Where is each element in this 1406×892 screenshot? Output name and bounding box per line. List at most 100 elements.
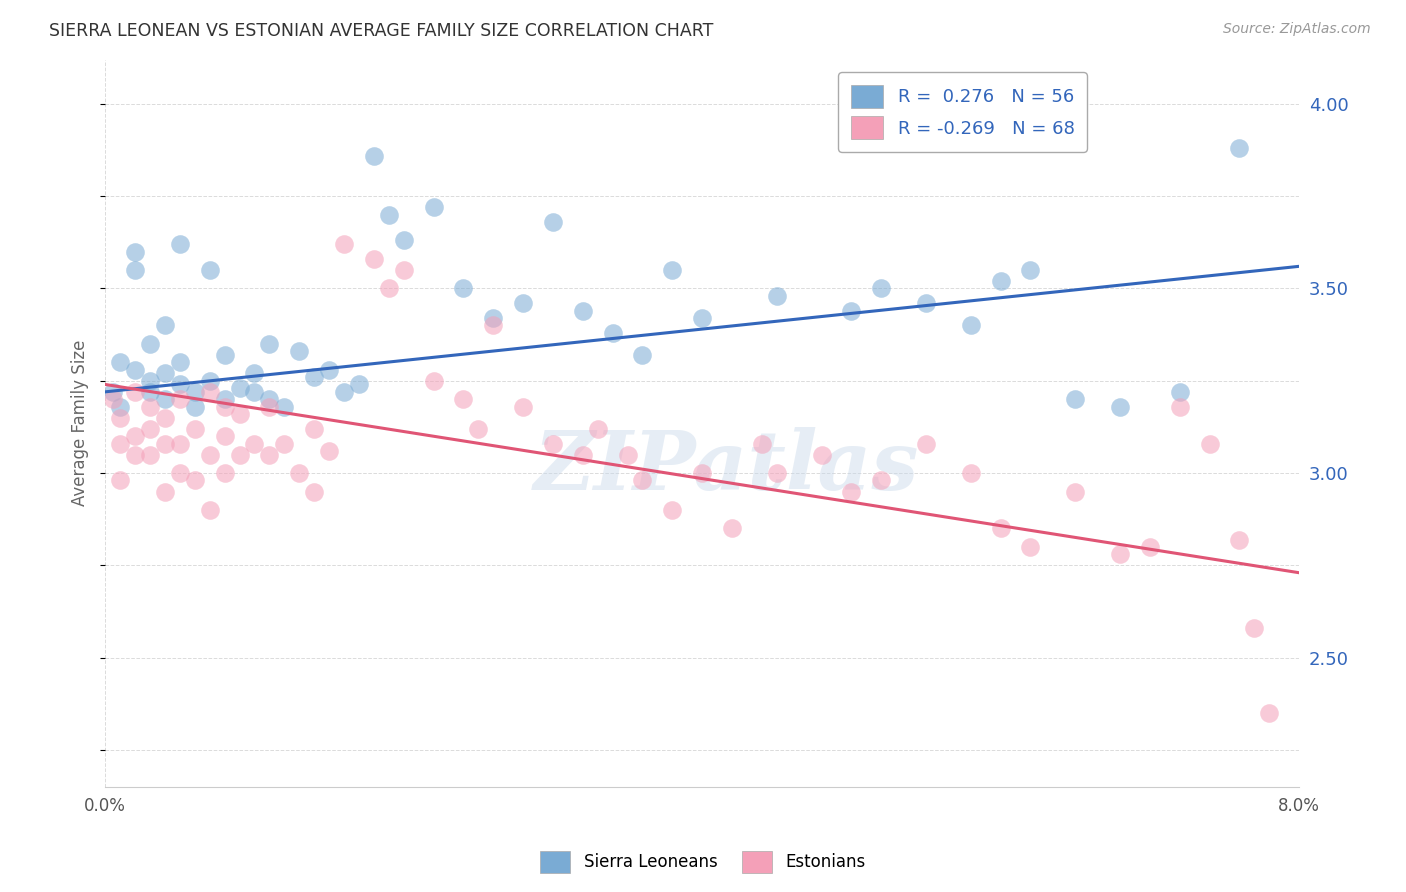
Point xyxy=(1229,533,1251,547)
Point xyxy=(616,448,638,462)
Point xyxy=(378,281,401,295)
Point xyxy=(915,296,938,310)
Point xyxy=(453,392,475,407)
Point xyxy=(915,436,938,450)
Point xyxy=(108,355,131,369)
Point xyxy=(586,422,609,436)
Point xyxy=(124,263,146,277)
Point xyxy=(243,367,266,381)
Point xyxy=(108,436,131,450)
Point xyxy=(571,448,593,462)
Point xyxy=(959,466,981,480)
Point xyxy=(631,348,654,362)
Point xyxy=(841,303,863,318)
Point xyxy=(243,436,266,450)
Point xyxy=(228,448,250,462)
Point xyxy=(259,400,281,414)
Point xyxy=(124,362,146,376)
Point xyxy=(482,311,505,326)
Point xyxy=(765,289,787,303)
Point xyxy=(214,348,236,362)
Point xyxy=(392,234,415,248)
Point xyxy=(214,429,236,443)
Point xyxy=(765,466,787,480)
Point xyxy=(259,336,281,351)
Point xyxy=(184,384,207,399)
Point xyxy=(169,392,191,407)
Point xyxy=(153,410,176,425)
Point xyxy=(153,367,176,381)
Point xyxy=(184,422,207,436)
Point xyxy=(1064,484,1087,499)
Point xyxy=(139,448,162,462)
Point xyxy=(108,400,131,414)
Point xyxy=(333,384,356,399)
Point xyxy=(169,436,191,450)
Point xyxy=(1064,392,1087,407)
Point xyxy=(198,263,221,277)
Point xyxy=(228,381,250,395)
Point xyxy=(214,400,236,414)
Point xyxy=(214,466,236,480)
Point xyxy=(139,336,162,351)
Point xyxy=(124,448,146,462)
Point xyxy=(139,422,162,436)
Point xyxy=(990,274,1012,288)
Point xyxy=(870,281,893,295)
Point xyxy=(184,474,207,488)
Y-axis label: Average Family Size: Average Family Size xyxy=(72,340,89,507)
Point xyxy=(661,263,683,277)
Legend: R =  0.276   N = 56, R = -0.269   N = 68: R = 0.276 N = 56, R = -0.269 N = 68 xyxy=(838,72,1087,152)
Point xyxy=(1168,400,1191,414)
Point xyxy=(422,200,444,214)
Point xyxy=(1168,384,1191,399)
Point xyxy=(1229,141,1251,155)
Point xyxy=(363,148,385,162)
Point xyxy=(302,484,325,499)
Point xyxy=(153,318,176,333)
Point xyxy=(363,252,385,266)
Point xyxy=(101,384,124,399)
Point xyxy=(690,466,713,480)
Point xyxy=(214,392,236,407)
Point xyxy=(1109,547,1132,561)
Point xyxy=(101,392,124,407)
Point xyxy=(841,484,863,499)
Point xyxy=(541,436,564,450)
Point xyxy=(1198,436,1220,450)
Point xyxy=(453,281,475,295)
Point xyxy=(108,410,131,425)
Point xyxy=(318,443,340,458)
Point xyxy=(318,362,340,376)
Point xyxy=(571,303,593,318)
Text: ZIPatlas: ZIPatlas xyxy=(533,427,918,507)
Point xyxy=(198,503,221,517)
Point xyxy=(959,318,981,333)
Point xyxy=(139,374,162,388)
Point xyxy=(990,521,1012,535)
Point xyxy=(1109,400,1132,414)
Point xyxy=(169,237,191,252)
Point xyxy=(392,263,415,277)
Point xyxy=(302,422,325,436)
Point xyxy=(184,400,207,414)
Point xyxy=(259,392,281,407)
Point xyxy=(243,384,266,399)
Point xyxy=(198,374,221,388)
Point xyxy=(467,422,489,436)
Point xyxy=(288,344,311,359)
Point xyxy=(124,244,146,259)
Text: Source: ZipAtlas.com: Source: ZipAtlas.com xyxy=(1223,22,1371,37)
Point xyxy=(288,466,311,480)
Point xyxy=(228,407,250,421)
Point xyxy=(870,474,893,488)
Point xyxy=(139,400,162,414)
Point xyxy=(1019,540,1042,554)
Point xyxy=(302,370,325,384)
Point xyxy=(1243,621,1265,635)
Point xyxy=(602,326,624,340)
Point xyxy=(378,208,401,222)
Point xyxy=(153,484,176,499)
Point xyxy=(139,384,162,399)
Point xyxy=(721,521,744,535)
